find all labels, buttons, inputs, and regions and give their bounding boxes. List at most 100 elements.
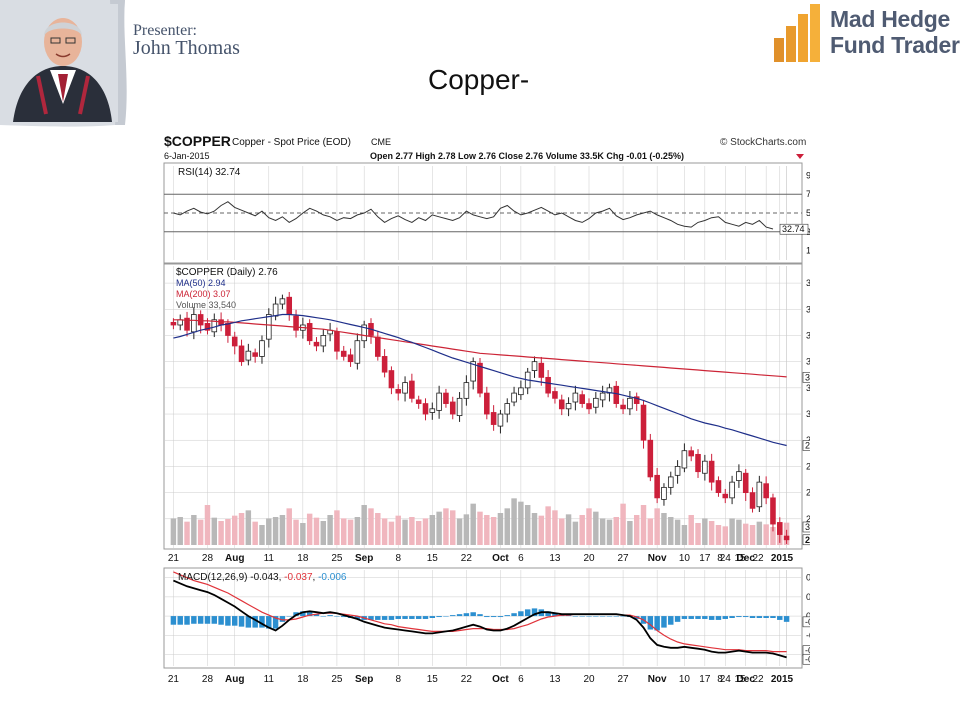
candle-body [667,476,674,488]
macd-histogram-bar [518,611,524,617]
chart-description: Copper - Spot Price (EOD) [232,137,351,148]
candle-body [429,408,436,413]
candle-body [340,350,347,357]
macd-histogram-bar [170,616,177,625]
macd-hist-last-label-box [802,616,810,628]
volume-bar [559,518,565,545]
candle-body [627,397,633,410]
candle-body [436,392,442,411]
macd-histogram-bar [715,616,722,620]
macd-histogram-bar [388,616,395,620]
candle-body [354,340,361,364]
macd-tick-label: 0.04 [806,573,810,583]
macd-histogram-bar [306,612,313,617]
macd-tick-label: 0.00 [806,611,810,621]
macd-histogram-bar [674,616,681,622]
macd-line [173,579,787,659]
candle-body [572,392,579,403]
macd-histogram-bar [463,613,470,617]
macd-histogram-bar [668,616,674,625]
candle-body [688,450,694,457]
candle-body [749,492,756,509]
x-tick-label: 15 [734,553,746,564]
volume-bar [742,523,749,545]
volume-bar [395,515,401,545]
volume-bar [402,519,408,545]
macd-histogram-bar [191,616,197,624]
candle-body [381,356,388,373]
price-tick-label: 3.15 [806,330,810,340]
candle-body [552,391,558,399]
volume-bar [266,518,272,545]
price-tick-label: 2.90 [806,461,810,471]
x-tick-label: 17 [699,553,711,564]
volume-bar [708,521,715,545]
macd-histogram-bar [225,616,231,626]
candle-body [654,474,660,499]
candle-body [409,380,415,399]
x-tick-label: 25 [331,553,343,564]
macd-histogram-bar [552,613,558,617]
macd-histogram-bar [245,616,252,628]
volume-bar [381,518,388,545]
volume-bar [422,518,429,545]
macd-histogram-bar [729,616,735,618]
macd-histogram-bar [647,616,654,630]
macd-histogram-bar [736,616,742,618]
volume-bar [538,515,545,545]
x-tick-label: 22 [752,674,764,684]
volume-bar [300,523,306,545]
macd-histogram-bar [436,616,442,618]
volume-bar [620,503,626,545]
rsi-tick-label: 90 [806,170,810,180]
x-tick-label: 24 [720,553,732,564]
x-tick-label: 15 [427,674,439,684]
x-tick-label: 20 [583,674,595,684]
macd-histogram-bar [197,616,204,624]
macd-histogram-bar [218,616,224,625]
x-tick-label: 28 [202,674,214,684]
rsi-tick-label: 50 [806,208,810,218]
ma50-line [173,313,787,447]
macd-histogram-bar [320,616,327,617]
macd-signal-line [173,571,787,653]
macd-signal-last-label-box [802,645,810,656]
macd-histogram-bar [456,614,463,617]
candle-body [613,385,620,404]
x-tick-label: Oct [492,674,509,684]
candle-body [361,324,367,342]
macd-histogram-bar [252,616,258,628]
presenter-label: Presenter: [133,22,197,39]
macd-histogram-bar [593,616,599,617]
candle-body [497,413,504,427]
candle-body [245,350,252,361]
x-tick-label: Oct [492,553,509,564]
macd-histogram-bar [613,616,619,617]
candle-body [647,439,654,478]
macd-histogram-bar [409,616,415,619]
macd-histogram-bar [313,614,320,617]
candle-body [504,403,511,415]
macd-histogram-bar [279,616,286,622]
x-tick-label: 8 [395,553,401,564]
candle-body [620,404,626,410]
macd-histogram-bar [606,616,613,617]
x-tick-label: 21 [168,674,180,684]
x-tick-label: 25 [331,674,343,684]
chart-ohlc: Open 2.77 High 2.78 Low 2.76 Close 2.76 … [370,151,684,161]
volume-last-label: 33540 [805,522,810,532]
volume-bar [531,513,538,545]
macd-histogram-bar [395,616,401,619]
volume-last-label-box [802,521,810,533]
macd-histogram-bar [599,616,606,617]
candle-body [375,336,381,357]
presenter-photo [8,4,118,122]
macd-histogram-bar [354,616,361,619]
volume-bar [674,519,681,545]
candle-body [586,403,592,410]
macd-histogram-bar [531,608,538,617]
volume-bar [211,517,218,545]
volume-bar [443,508,449,545]
volume-bar [259,525,265,545]
price-tick-label: 2.85 [806,488,810,498]
